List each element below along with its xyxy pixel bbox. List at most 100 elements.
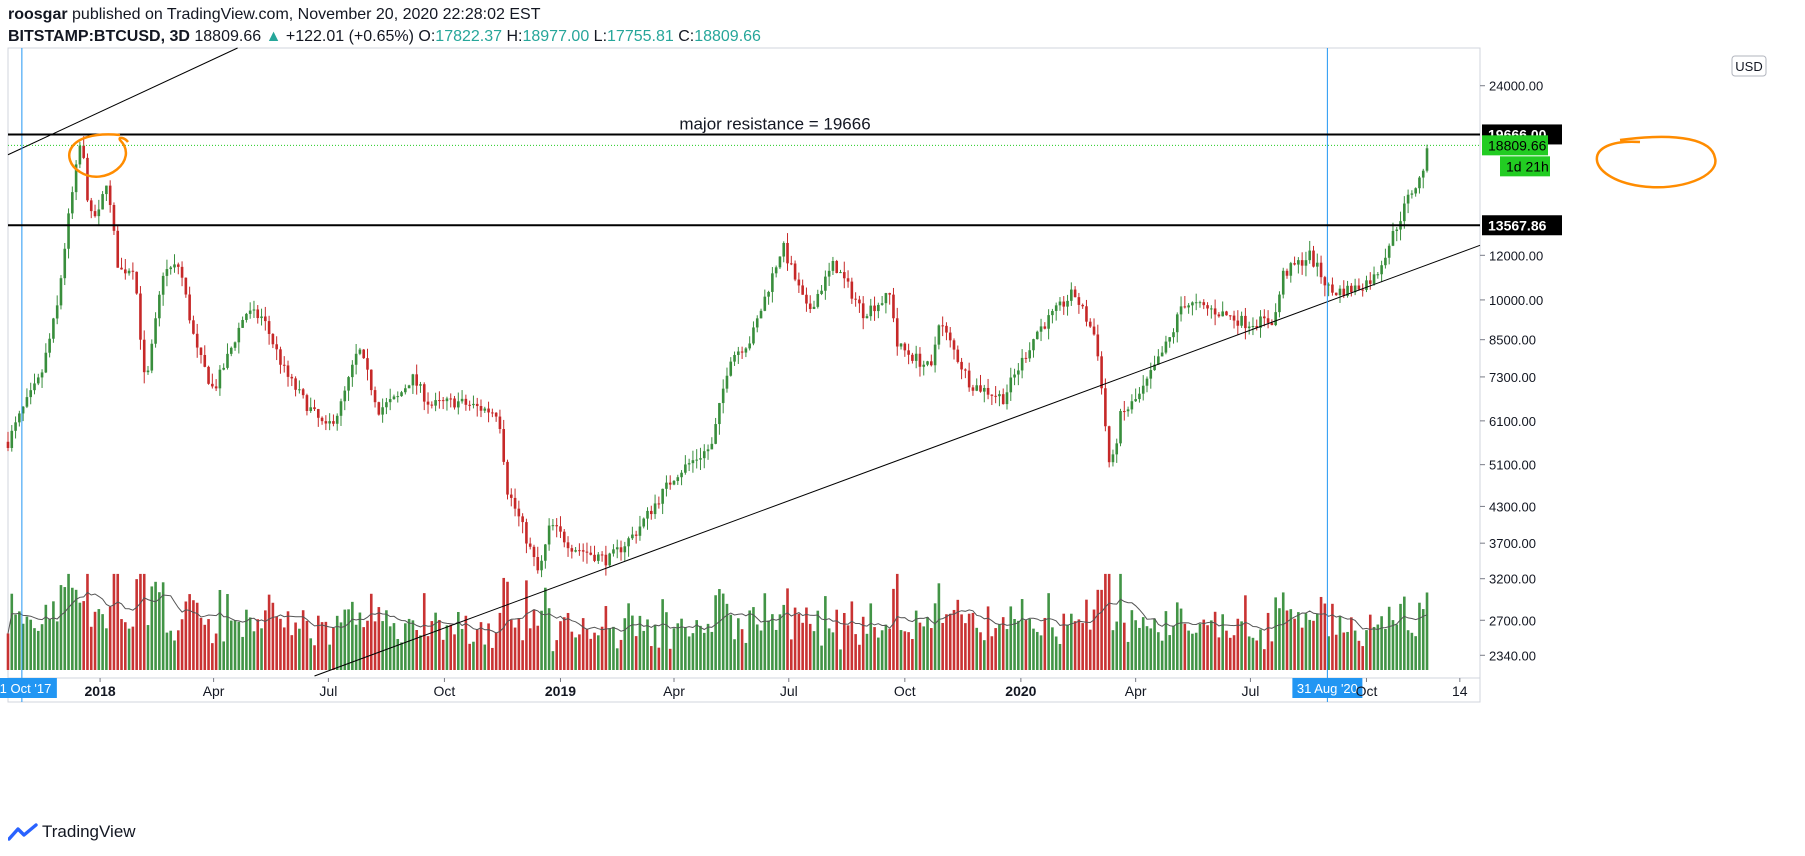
candle-body xyxy=(328,421,331,424)
trendline-1[interactable] xyxy=(7,47,238,156)
candle-body xyxy=(426,401,430,405)
annotation-text[interactable]: major resistance = 19666 xyxy=(679,114,870,133)
volume-bar xyxy=(1104,573,1107,670)
volume-bar xyxy=(1149,628,1153,670)
volume-bar xyxy=(411,620,415,670)
candle-body xyxy=(744,348,748,353)
last-price-label-bg xyxy=(1482,135,1548,156)
candle-body xyxy=(396,396,400,398)
symbol-label[interactable]: BITSTAMP:BTCUSD, 3D xyxy=(8,28,190,45)
ohlc-legend: BITSTAMP:BTCUSD, 3D 18809.66 ▲ +122.01 (… xyxy=(8,28,761,46)
candle-body xyxy=(1274,312,1277,326)
volume-bar xyxy=(237,621,241,670)
candle-body xyxy=(324,421,328,424)
candle-body xyxy=(714,424,717,444)
candle-body xyxy=(494,412,498,417)
volume-bar xyxy=(771,614,774,670)
publisher-name[interactable]: roosgar xyxy=(8,6,68,23)
candle-body xyxy=(275,344,278,350)
highlight-circle-2017[interactable] xyxy=(68,133,129,178)
volume-bar xyxy=(101,614,104,670)
candle-body xyxy=(702,451,706,459)
volume-bar xyxy=(131,626,135,670)
candle-body xyxy=(684,464,687,473)
footer-brand[interactable]: TradingView xyxy=(8,822,136,842)
candle-body xyxy=(1289,263,1293,276)
volume-bar xyxy=(369,593,373,670)
candle-body xyxy=(1244,315,1247,329)
candle-body xyxy=(597,554,600,561)
volume-bar xyxy=(506,581,509,670)
volume-bar xyxy=(184,601,188,670)
volume-bar xyxy=(1039,635,1043,670)
candle-body xyxy=(631,534,634,539)
candle-body xyxy=(566,542,570,549)
candle-body xyxy=(1066,300,1069,307)
volume-bar xyxy=(748,610,751,670)
volume-bar xyxy=(547,608,551,670)
volume-bar xyxy=(203,624,207,670)
candle-body xyxy=(1206,305,1209,309)
volume-bar xyxy=(1346,631,1349,670)
volume-bar xyxy=(275,616,278,670)
candle-body xyxy=(1051,310,1054,316)
volume-bar xyxy=(661,599,664,670)
volume-bar xyxy=(623,618,627,670)
candle-body xyxy=(729,361,733,376)
volume-bar xyxy=(759,630,763,670)
candle-body xyxy=(282,364,286,366)
volume-bar xyxy=(941,622,944,670)
x-tick-label: Apr xyxy=(203,683,225,699)
volume-bar xyxy=(400,642,403,670)
candle-body xyxy=(960,361,963,370)
volume-bar xyxy=(404,623,407,670)
volume-bar xyxy=(305,620,309,670)
volume-bar xyxy=(316,615,320,670)
volume-bar xyxy=(702,632,706,670)
open-value: 17822.37 xyxy=(435,28,503,45)
candle-body xyxy=(1395,229,1399,232)
candle-body xyxy=(1221,311,1224,317)
candle-body xyxy=(279,349,282,365)
candle-body xyxy=(581,550,585,552)
volume-bar xyxy=(627,603,630,670)
candle-body xyxy=(1073,289,1077,298)
candle-body xyxy=(668,482,672,485)
candle-body xyxy=(854,298,857,300)
publish-text: published on TradingView.com, November 2… xyxy=(72,6,541,23)
volume-bar xyxy=(1032,628,1035,670)
candle-body xyxy=(36,377,40,384)
candle-body xyxy=(366,358,369,370)
candle-body xyxy=(214,386,218,389)
candle-body xyxy=(517,508,521,517)
candle-body xyxy=(1149,370,1153,379)
candle-body xyxy=(176,264,180,267)
candle-body xyxy=(1281,270,1285,295)
volume-bar xyxy=(1384,628,1387,670)
candle-body xyxy=(1247,326,1251,329)
trendline-2[interactable] xyxy=(314,244,1481,677)
candle-body xyxy=(229,347,233,354)
candle-body xyxy=(1160,352,1164,357)
candle-body xyxy=(1032,339,1035,351)
close-value: 18809.66 xyxy=(694,28,761,45)
candle-body xyxy=(846,278,850,282)
candle-body xyxy=(407,385,411,389)
volume-bar xyxy=(347,609,350,670)
volume-bar xyxy=(1100,589,1103,670)
candle-body xyxy=(948,332,952,341)
candle-body xyxy=(245,313,248,320)
candle-body xyxy=(585,551,589,553)
currency-badge[interactable] xyxy=(1731,55,1767,77)
highlight-circle-2020[interactable] xyxy=(1595,135,1717,189)
y-tick-label: 4300.00 xyxy=(1489,499,1536,514)
volume-bar xyxy=(1278,608,1281,670)
candle-body xyxy=(740,351,744,353)
candle-body xyxy=(105,185,108,195)
volume-bar xyxy=(358,612,362,670)
horizontal-level-label-bg xyxy=(1482,215,1562,236)
candle-body xyxy=(165,269,169,276)
candle-body xyxy=(248,310,252,314)
candle-body xyxy=(827,270,831,277)
